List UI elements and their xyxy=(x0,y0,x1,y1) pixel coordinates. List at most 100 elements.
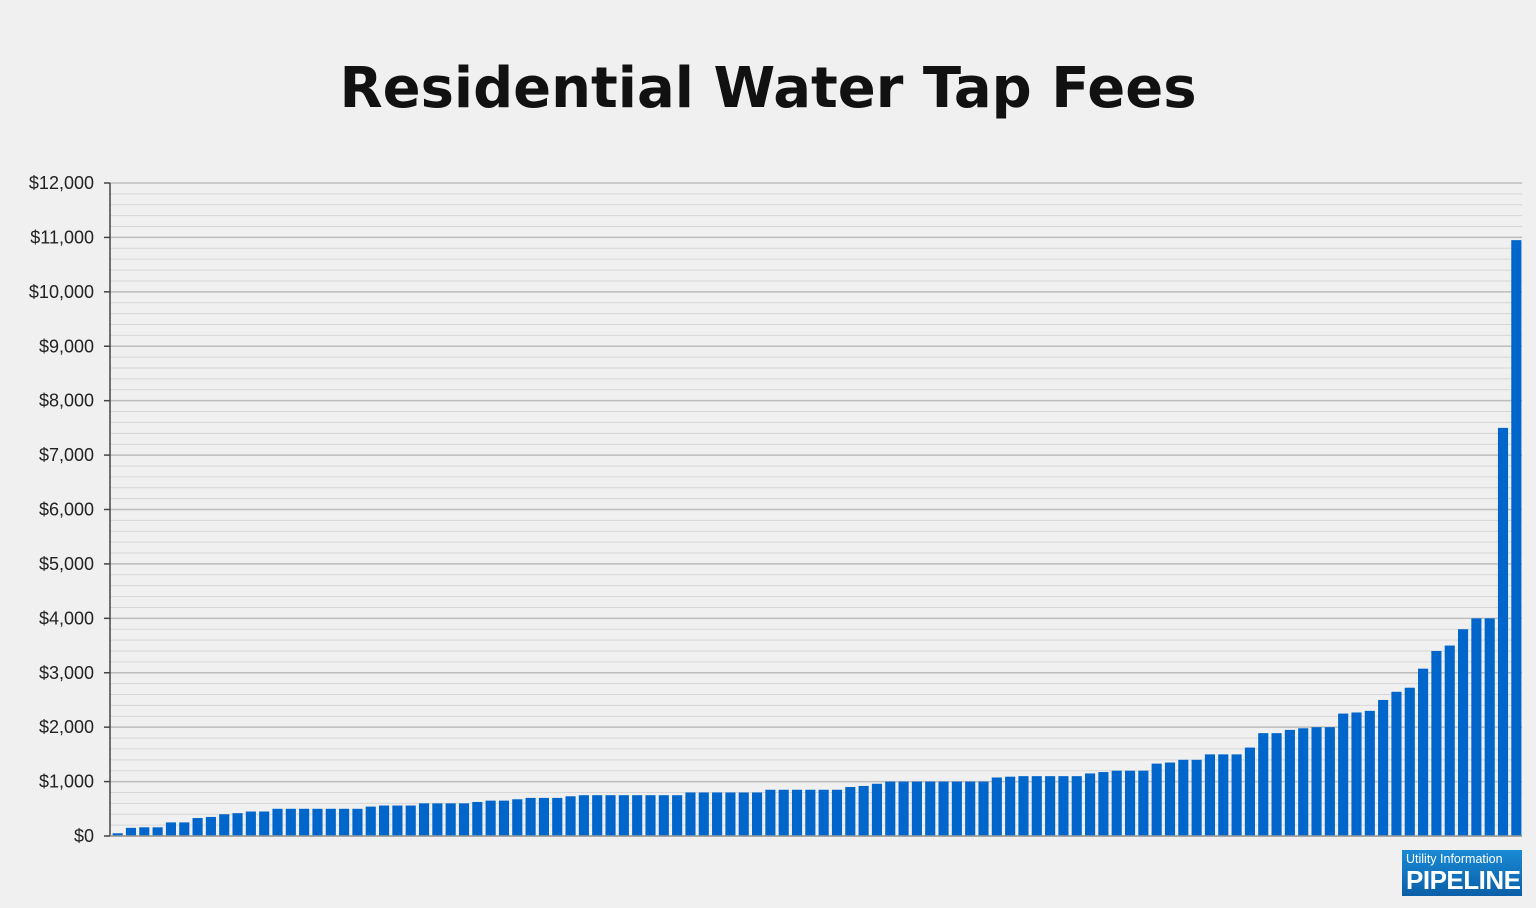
bar xyxy=(259,811,270,836)
bar xyxy=(1204,754,1216,836)
bar xyxy=(911,781,922,836)
bar xyxy=(858,785,869,836)
bar xyxy=(112,833,123,836)
bar xyxy=(1338,713,1349,836)
bar xyxy=(991,777,1002,836)
bar xyxy=(1244,747,1255,836)
y-tick-label: $7,000 xyxy=(39,445,94,465)
bar xyxy=(1284,729,1295,836)
bar xyxy=(1124,770,1136,836)
bar xyxy=(418,803,430,836)
y-tick-label: $8,000 xyxy=(39,391,94,411)
bar xyxy=(1271,733,1282,836)
bar xyxy=(885,781,896,836)
bar xyxy=(312,808,323,836)
bar xyxy=(165,822,177,836)
bar xyxy=(179,822,190,836)
y-axis: $0 $1,000 $2,000 $3,000 $4,000 $5,000 $6,000 $7… xyxy=(29,173,1522,846)
bar xyxy=(791,789,803,836)
bar xyxy=(1404,687,1415,836)
bar xyxy=(845,787,856,836)
bar xyxy=(765,789,776,836)
bar xyxy=(1164,762,1176,836)
bar xyxy=(485,800,496,836)
bar xyxy=(725,792,736,836)
bar xyxy=(818,789,829,836)
bar xyxy=(1058,776,1069,836)
bar xyxy=(365,806,376,836)
bar xyxy=(512,799,523,836)
y-tick-label: $9,000 xyxy=(39,336,94,356)
bar xyxy=(458,803,470,836)
bar xyxy=(1191,759,1202,836)
y-tick-label: $4,000 xyxy=(39,608,94,628)
bar xyxy=(672,795,683,836)
bar xyxy=(1471,618,1482,836)
bar xyxy=(1418,668,1429,836)
y-tick-label: $10,000 xyxy=(29,282,94,302)
bar xyxy=(1364,710,1375,836)
bar xyxy=(432,803,443,836)
bar xyxy=(805,789,816,836)
bar xyxy=(1351,712,1362,836)
y-tick-label: $6,000 xyxy=(39,500,94,520)
gridlines xyxy=(110,182,1522,837)
bar xyxy=(339,808,350,836)
bar xyxy=(578,795,589,836)
bar xyxy=(392,805,403,836)
y-tick-label: $12,000 xyxy=(29,173,94,193)
bars xyxy=(112,240,1522,836)
y-tick-label: $3,000 xyxy=(39,663,94,683)
logo-line2: PIPELINE xyxy=(1406,865,1521,895)
bar xyxy=(925,781,936,836)
bar xyxy=(1258,733,1269,836)
bar xyxy=(472,801,483,836)
bar xyxy=(565,796,576,836)
bar xyxy=(605,795,616,836)
bar xyxy=(951,781,962,836)
bar xyxy=(978,781,989,836)
bar xyxy=(645,795,656,836)
bar xyxy=(552,797,563,836)
bar xyxy=(1497,427,1509,836)
bar xyxy=(1457,629,1469,836)
bar xyxy=(352,808,363,836)
bar xyxy=(285,808,296,836)
bar xyxy=(871,783,883,836)
bar xyxy=(1484,618,1495,836)
bar xyxy=(592,795,603,836)
bar xyxy=(538,797,549,836)
bar xyxy=(1311,727,1322,836)
bar xyxy=(405,805,416,836)
bar xyxy=(1378,699,1389,836)
bar xyxy=(1111,770,1122,836)
bar xyxy=(1178,759,1189,836)
bar xyxy=(125,827,137,836)
bar xyxy=(938,781,949,836)
bar xyxy=(1098,772,1109,836)
bar xyxy=(1071,776,1082,836)
bar xyxy=(219,814,230,836)
bar xyxy=(685,792,696,836)
bar xyxy=(712,792,723,836)
bar xyxy=(831,789,843,836)
bar xyxy=(751,792,763,836)
bar xyxy=(1298,728,1309,836)
bar xyxy=(898,781,909,836)
bar xyxy=(738,792,749,836)
bar xyxy=(379,805,390,836)
y-tick-label: $2,000 xyxy=(39,717,94,737)
bar xyxy=(325,808,336,836)
y-tick-label: $0 xyxy=(74,826,94,846)
y-tick-label: $11,000 xyxy=(30,227,94,247)
bar xyxy=(272,808,283,836)
logo-line1: Utility Information xyxy=(1406,852,1503,866)
bar xyxy=(299,808,310,836)
bar xyxy=(1444,645,1455,836)
bar xyxy=(1085,773,1096,836)
bar xyxy=(1045,776,1056,836)
bar xyxy=(1231,754,1242,836)
bar xyxy=(1324,727,1335,836)
y-tick-label: $5,000 xyxy=(39,554,94,574)
